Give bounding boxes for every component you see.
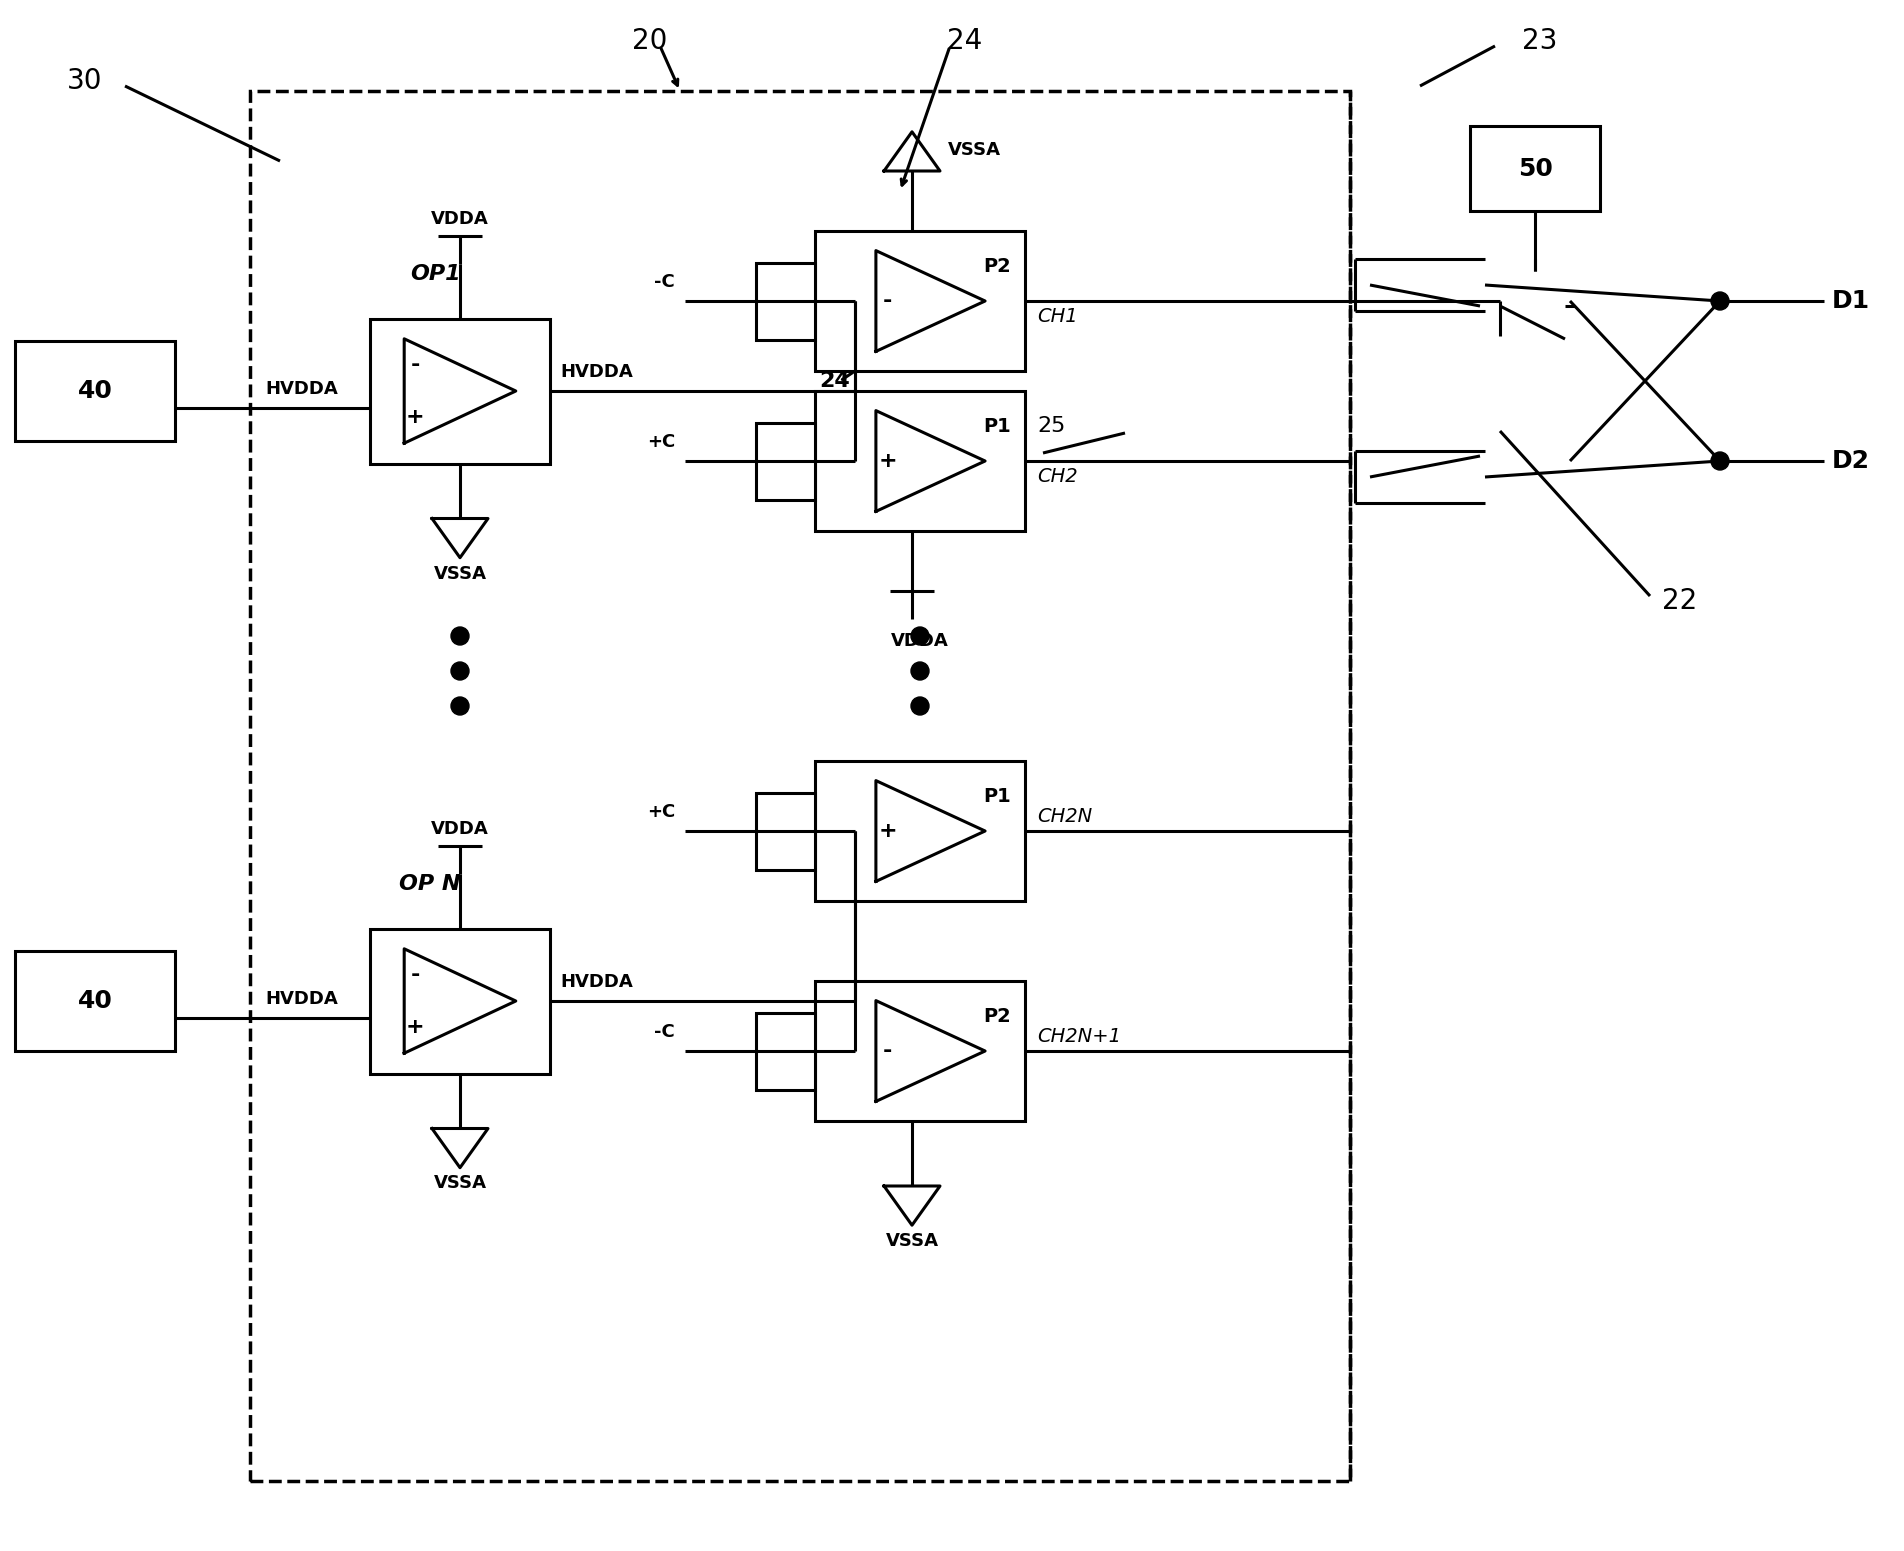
Circle shape (451, 662, 468, 679)
Text: 25: 25 (1038, 416, 1066, 436)
Circle shape (1712, 451, 1729, 470)
Text: 30: 30 (67, 67, 103, 95)
Bar (369, 318, 550, 464)
Text: HVDDA: HVDDA (560, 972, 632, 991)
Text: VSSA: VSSA (434, 1174, 487, 1193)
Text: 40: 40 (78, 378, 112, 403)
Text: OP1: OP1 (409, 264, 461, 284)
Text: HVDDA: HVDDA (265, 380, 337, 399)
Text: 40: 40 (78, 990, 112, 1013)
Bar (815, 762, 1024, 901)
Bar (815, 980, 1024, 1121)
Text: VSSA: VSSA (434, 565, 487, 583)
Text: 22: 22 (1662, 586, 1698, 616)
Text: -: - (411, 355, 421, 375)
Circle shape (910, 627, 929, 645)
Text: VSSA: VSSA (885, 1231, 939, 1250)
Bar (15, 341, 175, 440)
Text: 24: 24 (948, 26, 982, 54)
Text: P2: P2 (982, 256, 1011, 276)
Text: P1: P1 (982, 417, 1011, 436)
Bar (815, 231, 1024, 371)
Text: -C: -C (655, 1024, 676, 1041)
Bar (815, 391, 1024, 530)
Text: 24: 24 (819, 371, 849, 391)
Bar (369, 929, 550, 1073)
Text: +: + (406, 1017, 425, 1038)
Circle shape (1712, 292, 1729, 310)
Circle shape (451, 627, 468, 645)
Text: HVDDA: HVDDA (560, 363, 632, 382)
Text: -: - (411, 965, 421, 985)
Text: CH2N+1: CH2N+1 (1038, 1027, 1121, 1045)
Text: D2: D2 (1832, 448, 1870, 473)
Bar (756, 422, 815, 499)
Text: -: - (883, 1041, 893, 1061)
Text: VDDA: VDDA (430, 209, 489, 228)
Text: VSSA: VSSA (948, 141, 1002, 160)
Text: D1: D1 (1832, 288, 1870, 313)
Bar (756, 1013, 815, 1089)
Text: +: + (878, 451, 897, 472)
Bar (756, 793, 815, 870)
Text: OP N: OP N (400, 873, 461, 893)
Text: CH1: CH1 (1038, 307, 1078, 326)
Text: +: + (878, 820, 897, 841)
Circle shape (910, 696, 929, 715)
Bar (1470, 126, 1599, 211)
Text: +C: +C (647, 803, 676, 820)
Text: +C: +C (647, 433, 676, 451)
Text: CH2: CH2 (1038, 467, 1078, 485)
Text: 50: 50 (1517, 157, 1552, 180)
Text: -: - (883, 292, 893, 312)
Text: VDDA: VDDA (891, 631, 948, 650)
Text: +: + (406, 406, 425, 427)
Bar (15, 951, 175, 1052)
Bar (249, 92, 1350, 1481)
Text: 23: 23 (1523, 26, 1557, 54)
Text: -C: -C (655, 273, 676, 292)
Text: P2: P2 (982, 1007, 1011, 1025)
Circle shape (451, 696, 468, 715)
Bar (756, 262, 815, 340)
Text: VDDA: VDDA (430, 819, 489, 838)
Text: P1: P1 (982, 786, 1011, 805)
Circle shape (910, 662, 929, 679)
Text: HVDDA: HVDDA (265, 990, 337, 1008)
Text: CH2N: CH2N (1038, 807, 1093, 825)
Text: 20: 20 (632, 26, 668, 54)
